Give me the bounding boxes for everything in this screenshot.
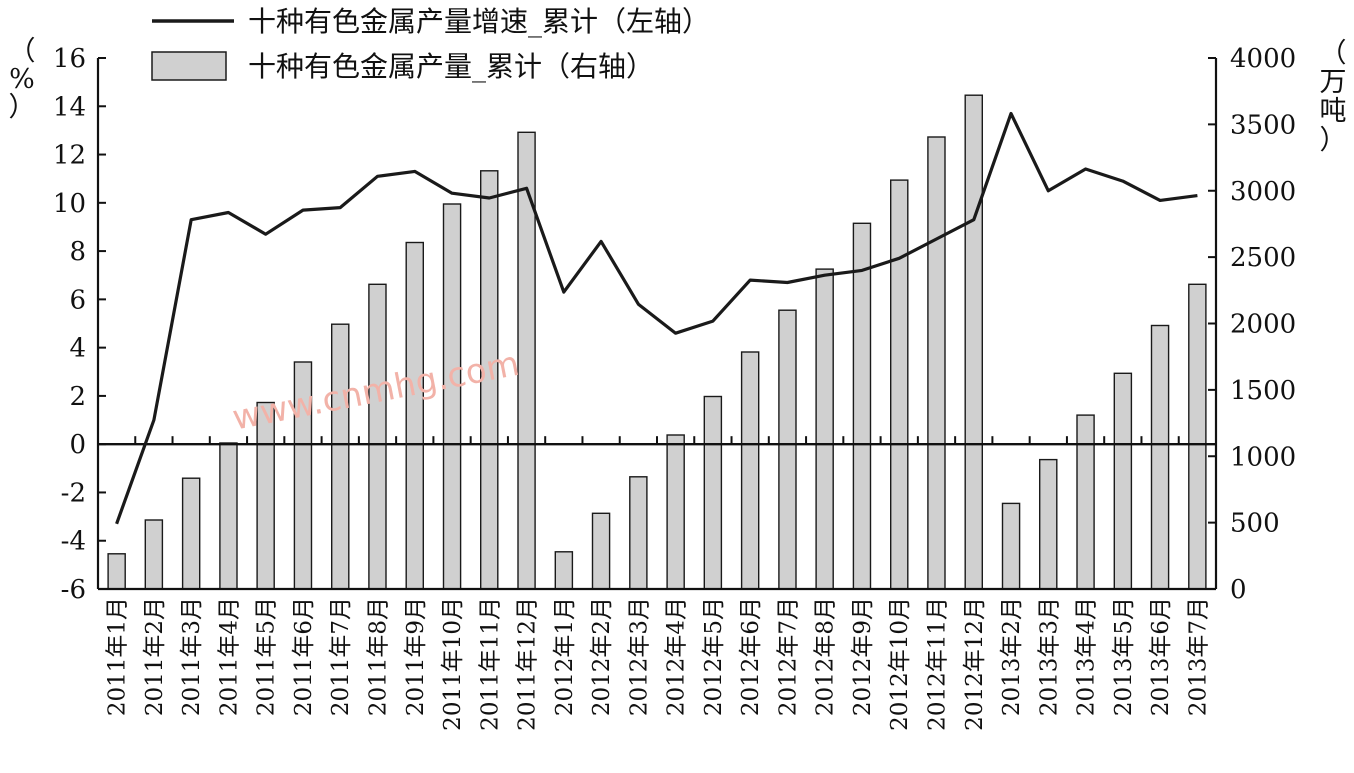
- bar: [815, 268, 834, 590]
- left-tick-label: 2: [69, 382, 86, 412]
- right-axis-ticks: 0 500 1000 1500 2000 2500 3000 3500 4000: [1208, 44, 1296, 605]
- right-tick-label: 2500: [1230, 243, 1296, 273]
- x-tick-label: 2011年1月: [105, 597, 131, 716]
- x-tick-label: 2012年10月: [887, 597, 913, 731]
- legend-bar-swatch: [151, 51, 227, 81]
- bar: [554, 551, 574, 590]
- bar: [703, 395, 723, 590]
- left-tick-label: 8: [69, 237, 86, 267]
- left-tick-label: 10: [53, 189, 86, 219]
- bar-series: [107, 94, 1207, 590]
- bar: [852, 222, 872, 590]
- left-tick-label: -4: [61, 527, 86, 557]
- x-tick-label: 2012年12月: [962, 597, 988, 731]
- right-tick-label: 0: [1230, 575, 1247, 605]
- left-axis-unit: （%）: [9, 36, 36, 123]
- left-tick-label: -6: [61, 575, 86, 605]
- right-tick-label: 2000: [1230, 310, 1296, 340]
- bar: [1150, 324, 1170, 590]
- x-axis-ticks: 2011年1月 2011年2月 2011年3月 2011年4月 2011年5月 2011年…: [105, 597, 1212, 731]
- x-tick-label: 2011年8月: [366, 597, 392, 716]
- right-tick-label: 3500: [1230, 110, 1296, 140]
- x-tick-label: 2011年12月: [515, 597, 541, 731]
- x-tick-label: 2012年3月: [626, 597, 652, 716]
- x-tick-label: 2012年2月: [589, 597, 615, 716]
- x-tick-label: 2012年4月: [664, 597, 690, 716]
- x-tick-label: 2011年5月: [254, 597, 280, 716]
- x-tick-label: 2013年2月: [999, 597, 1025, 716]
- right-tick-label: 3000: [1230, 177, 1296, 207]
- x-tick-label: 2011年3月: [179, 597, 205, 716]
- left-tick-label: 6: [69, 285, 86, 315]
- bar: [1001, 502, 1021, 590]
- right-tick-label: 1500: [1230, 376, 1296, 406]
- x-tick-label: 2011年7月: [328, 597, 354, 716]
- bar: [740, 351, 760, 590]
- legend-label-output: 十种有色金属产量_累计（右轴）: [248, 50, 654, 83]
- x-tick-label: 2011年9月: [403, 597, 429, 716]
- left-tick-label: 16: [53, 44, 86, 74]
- x-tick-label: 2012年5月: [701, 597, 727, 716]
- bar: [1038, 458, 1058, 590]
- x-tick-label: 2013年4月: [1074, 597, 1100, 716]
- x-tick-label: 2011年6月: [291, 597, 317, 716]
- x-tick-label: 2013年5月: [1111, 597, 1137, 716]
- bar: [144, 519, 164, 590]
- bar: [964, 94, 984, 590]
- left-axis-unit-label: （%）: [9, 36, 36, 123]
- bar: [629, 476, 648, 590]
- left-tick-label: 4: [69, 334, 86, 364]
- x-tick-label: 2011年11月: [477, 597, 503, 731]
- x-tick-label: 2011年10月: [440, 597, 466, 731]
- left-tick-label: 14: [53, 92, 86, 122]
- left-axis-ticks: -6 -4 -2 0 2 4 6 8 10 12 14 16: [53, 44, 106, 605]
- x-tick-label: 2012年9月: [850, 597, 876, 716]
- bar: [107, 553, 126, 590]
- right-axis-unit-label: （万吨）: [1320, 38, 1347, 156]
- bar: [405, 241, 425, 590]
- bar: [1113, 372, 1133, 590]
- right-tick-label: 4000: [1230, 44, 1296, 74]
- bar: [890, 179, 909, 590]
- legend-label-growth: 十种有色金属产量增速_累计（左轴）: [248, 5, 710, 38]
- x-tick-label: 2011年2月: [142, 597, 168, 716]
- x-tick-label: 2012年8月: [813, 597, 839, 716]
- axes: [96, 58, 1218, 591]
- right-tick-label: 500: [1230, 509, 1280, 539]
- legend: 十种有色金属产量增速_累计（左轴） 十种有色金属产量_累计（右轴）: [151, 5, 710, 83]
- bar: [1188, 283, 1207, 590]
- x-tick-label: 2011年4月: [216, 597, 242, 716]
- bar: [368, 283, 387, 590]
- x-tick-label: 2013年3月: [1036, 597, 1062, 716]
- bar: [1076, 414, 1095, 590]
- bar: [181, 477, 201, 590]
- left-tick-label: -2: [61, 478, 86, 508]
- growth-line: [115, 111, 1198, 525]
- right-axis-unit: （万吨）: [1320, 38, 1347, 156]
- line-series: [115, 111, 1198, 525]
- bar: [591, 512, 611, 590]
- bar: [666, 434, 685, 590]
- bar: [778, 309, 797, 590]
- x-tick-label: 2012年11月: [925, 597, 951, 731]
- right-tick-label: 1000: [1230, 442, 1296, 472]
- x-tick-label: 2013年7月: [1185, 597, 1211, 716]
- x-tick-label: 2013年6月: [1148, 597, 1174, 716]
- left-tick-label: 12: [53, 141, 86, 171]
- left-tick-label: 0: [69, 430, 86, 460]
- bar: [331, 323, 350, 590]
- x-tick-label: 2012年6月: [738, 597, 764, 716]
- x-tick-label: 2012年7月: [775, 597, 801, 716]
- bar: [219, 442, 238, 590]
- bar: [927, 136, 946, 590]
- x-tick-label: 2012年1月: [552, 597, 578, 716]
